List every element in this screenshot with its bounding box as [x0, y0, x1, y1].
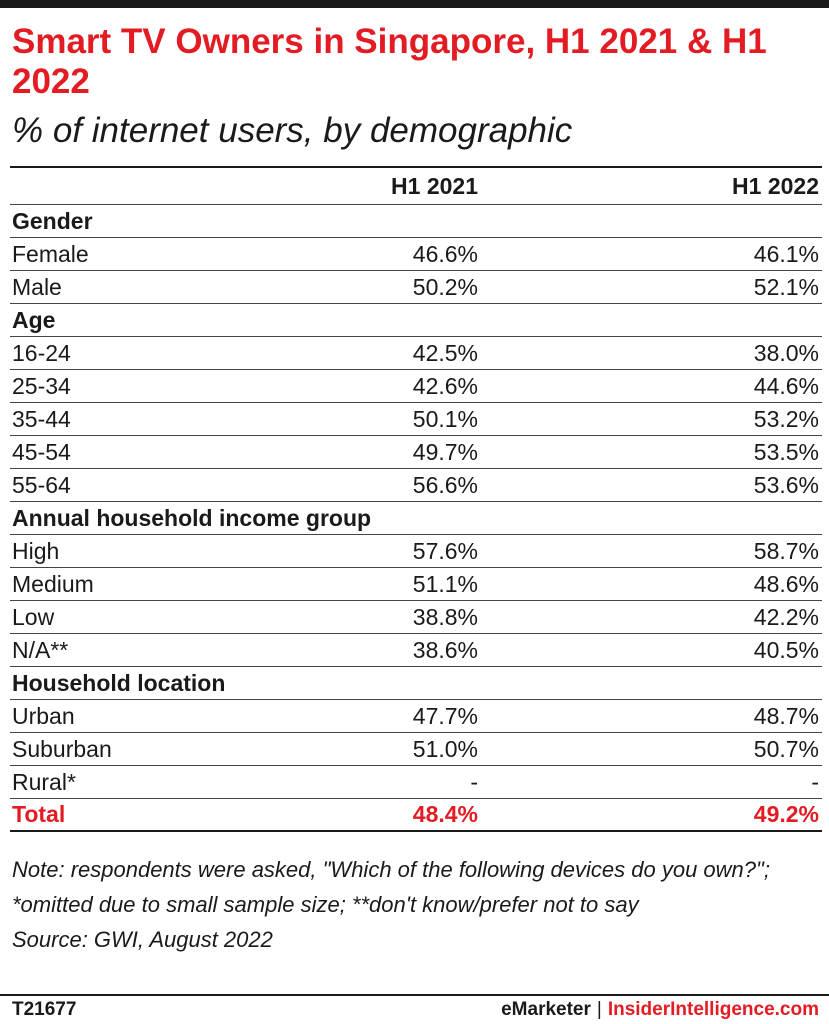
- row-label: High: [12, 537, 60, 564]
- value-h1-2021: 38.8%: [412, 603, 478, 630]
- value-h1-2022: 42.2%: [753, 603, 819, 630]
- value-h1-2021: 49.7%: [412, 438, 478, 465]
- chart-title: Smart TV Owners in Singapore, H1 2021 & …: [12, 22, 767, 101]
- value-h1-2022: 58.7%: [753, 537, 819, 564]
- value-h1-2021: 42.6%: [412, 372, 478, 399]
- row-label: 25-34: [12, 372, 71, 399]
- row-label: Suburban: [12, 735, 112, 762]
- brand-insiderintelligence: InsiderIntelligence.com: [607, 999, 819, 1020]
- value-h1-2022: 53.6%: [753, 471, 819, 498]
- value-h1-2022: 52.1%: [753, 273, 819, 300]
- value-h1-2021: 46.6%: [412, 240, 478, 267]
- table-row: 35-44 50.1% 53.2%: [10, 403, 822, 436]
- brand-separator: |: [596, 999, 602, 1020]
- value-h1-2022: 48.6%: [753, 570, 819, 597]
- table-section-row: Age: [10, 304, 822, 337]
- value-h1-2022: 38.0%: [753, 339, 819, 366]
- source-text: Source: GWI, August 2022: [12, 927, 273, 952]
- top-rule: [0, 0, 829, 8]
- value-h1-2021: 42.5%: [412, 339, 478, 366]
- value-h1-2021: 57.6%: [412, 537, 478, 564]
- value-h1-2021: -: [470, 768, 478, 795]
- value-h1-2021: 38.6%: [412, 636, 478, 663]
- section-label: Annual household income group: [12, 504, 372, 531]
- column-header-h1-2021: H1 2021: [391, 172, 478, 199]
- table-row: High 57.6% 58.7%: [10, 535, 822, 568]
- value-h1-2022: 40.5%: [753, 636, 819, 663]
- row-label: 55-64: [12, 471, 71, 498]
- table-row: Suburban 51.0% 50.7%: [10, 733, 822, 766]
- value-h1-2021: 51.0%: [412, 735, 478, 762]
- value-h1-2022: -: [811, 768, 819, 795]
- section-label: Age: [12, 306, 56, 333]
- table-section-row: Household location: [10, 667, 822, 700]
- row-label: Female: [12, 240, 89, 267]
- row-label: Total: [12, 801, 66, 827]
- data-table: H1 2021 H1 2022 Gender Female 46.6% 46.1% Ma…: [10, 166, 822, 832]
- value-h1-2022: 48.7%: [753, 702, 819, 729]
- value-h1-2022: 44.6%: [753, 372, 819, 399]
- row-label: Medium: [12, 570, 94, 597]
- row-label: 16-24: [12, 339, 71, 366]
- table-row: Low 38.8% 42.2%: [10, 601, 822, 634]
- section-label: Gender: [12, 207, 93, 234]
- footnote: Note: respondents were asked, "Which of …: [12, 852, 824, 957]
- row-label: 35-44: [12, 405, 71, 432]
- row-label: N/A**: [12, 636, 69, 663]
- table-section-row: Gender: [10, 205, 822, 238]
- value-h1-2021: 50.1%: [412, 405, 478, 432]
- brand-emarketer: eMarketer: [501, 999, 591, 1020]
- row-label: 45-54: [12, 438, 71, 465]
- row-label: Low: [12, 603, 55, 630]
- section-label: Household location: [12, 669, 226, 696]
- table-row: Medium 51.1% 48.6%: [10, 568, 822, 601]
- value-h1-2021: 51.1%: [412, 570, 478, 597]
- value-h1-2022: 53.5%: [753, 438, 819, 465]
- value-h1-2022: 50.7%: [753, 735, 819, 762]
- chart-subtitle: % of internet users, by demographic: [12, 111, 573, 150]
- row-label: Urban: [12, 702, 75, 729]
- value-h1-2022: 53.2%: [753, 405, 819, 432]
- value-h1-2022: 49.2%: [753, 801, 819, 827]
- table-row: Female 46.6% 46.1%: [10, 238, 822, 271]
- table-row: Urban 47.7% 48.7%: [10, 700, 822, 733]
- value-h1-2022: 46.1%: [753, 240, 819, 267]
- note-text: Note: respondents were asked, "Which of …: [12, 857, 770, 917]
- table-row: 25-34 42.6% 44.6%: [10, 370, 822, 403]
- table-header-row: H1 2021 H1 2022: [10, 168, 822, 205]
- footer-rule: [0, 994, 829, 996]
- table-total-row: Total 48.4% 49.2%: [10, 799, 822, 832]
- value-h1-2021: 56.6%: [412, 471, 478, 498]
- table-row: 45-54 49.7% 53.5%: [10, 436, 822, 469]
- table-section-row: Annual household income group: [10, 502, 822, 535]
- value-h1-2021: 50.2%: [412, 273, 478, 300]
- row-label: Male: [12, 273, 62, 300]
- footer-brand: eMarketer | InsiderIntelligence.com: [501, 999, 819, 1021]
- value-h1-2021: 47.7%: [412, 702, 478, 729]
- table-row: Rural* - -: [10, 766, 822, 799]
- row-label: Rural*: [12, 768, 76, 795]
- table-row: 55-64 56.6% 53.6%: [10, 469, 822, 502]
- chart-id: T21677: [12, 999, 77, 1020]
- table-row: 16-24 42.5% 38.0%: [10, 337, 822, 370]
- table-row: Male 50.2% 52.1%: [10, 271, 822, 304]
- table-row: N/A** 38.6% 40.5%: [10, 634, 822, 667]
- value-h1-2021: 48.4%: [412, 801, 478, 827]
- column-header-h1-2022: H1 2022: [732, 172, 819, 199]
